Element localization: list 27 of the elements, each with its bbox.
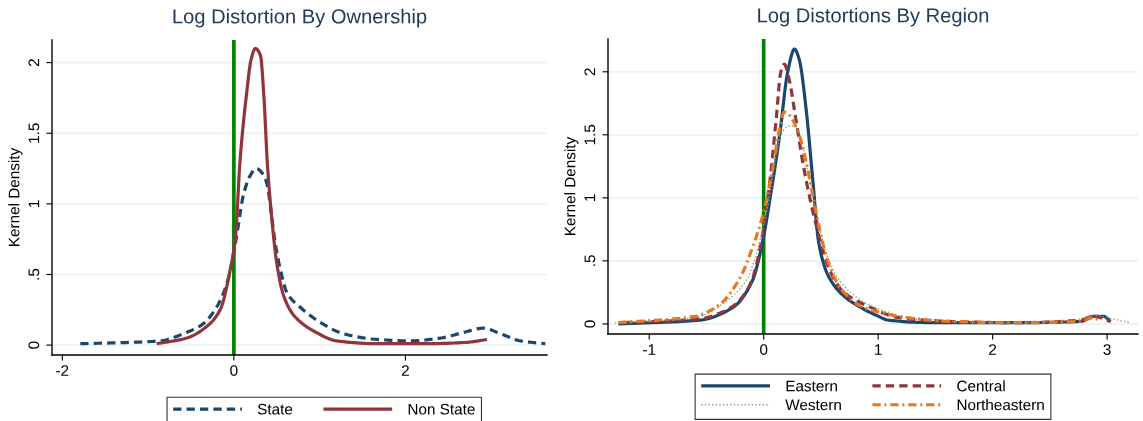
y-tick-label: 1: [584, 194, 596, 201]
y-tick-label: 1: [28, 200, 40, 207]
y-tick-label: 0: [584, 320, 596, 328]
x-tick-label: 3: [1103, 344, 1111, 355]
x-tick-label: 1: [875, 344, 882, 355]
legend-label: Western: [785, 399, 841, 411]
y-axis-title: Kernel Density: [8, 147, 23, 246]
x-tick-label: 2: [401, 365, 409, 376]
legend-label: Non State: [408, 403, 475, 415]
legend-label: Central: [957, 380, 1005, 392]
y-tick-label: 1.5: [584, 124, 596, 145]
y-tick-label: 2: [584, 68, 596, 76]
legend-label: Northeastern: [957, 399, 1044, 411]
legend-label: Eastern: [786, 380, 837, 392]
x-tick-label: -1: [643, 344, 656, 355]
y-tick-label: 1.5: [28, 123, 40, 143]
x-tick-label: -2: [56, 365, 69, 376]
y-tick-label: .5: [28, 268, 40, 280]
x-tick-label: 0: [230, 365, 238, 376]
y-axis-title: Kernel Density: [564, 136, 579, 235]
x-tick-label: 2: [989, 344, 997, 355]
x-tick-label: 0: [760, 344, 768, 355]
chart-title: Log Distortion By Ownership: [173, 8, 427, 28]
chart-title: Log Distortions By Region: [758, 7, 989, 27]
y-tick-label: .5: [584, 255, 596, 266]
y-tick-label: 2: [28, 59, 40, 67]
legend-label: State: [257, 403, 293, 415]
